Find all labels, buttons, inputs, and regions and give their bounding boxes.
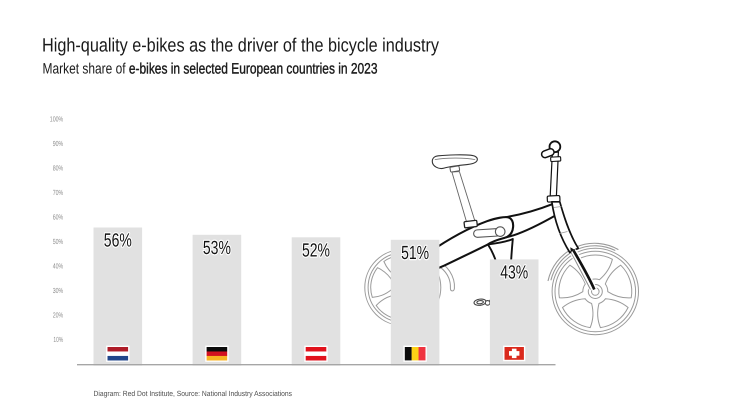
svg-text:51%: 51% bbox=[401, 243, 429, 264]
svg-text:50%: 50% bbox=[53, 237, 64, 246]
svg-text:43%: 43% bbox=[500, 263, 528, 284]
svg-text:80%: 80% bbox=[53, 164, 64, 173]
svg-text:10%: 10% bbox=[53, 335, 63, 344]
svg-text:20%: 20% bbox=[53, 311, 64, 320]
svg-text:30%: 30% bbox=[53, 286, 64, 295]
svg-text:52%: 52% bbox=[302, 241, 330, 262]
svg-text:70%: 70% bbox=[53, 188, 64, 197]
svg-text:Diagram: Red Dot Institute, So: Diagram: Red Dot Institute, Source: Nati… bbox=[94, 389, 293, 398]
svg-text:Market share of e-bikes in sel: Market share of e-bikes in selected Euro… bbox=[43, 61, 378, 78]
svg-text:56%: 56% bbox=[104, 231, 132, 252]
svg-text:High-quality e-bikes as the dr: High-quality e-bikes as the driver of th… bbox=[42, 35, 439, 56]
svg-text:40%: 40% bbox=[53, 262, 64, 271]
svg-text:100%: 100% bbox=[50, 115, 64, 124]
svg-text:60%: 60% bbox=[53, 213, 64, 222]
svg-text:90%: 90% bbox=[53, 139, 64, 148]
svg-text:53%: 53% bbox=[203, 238, 231, 259]
